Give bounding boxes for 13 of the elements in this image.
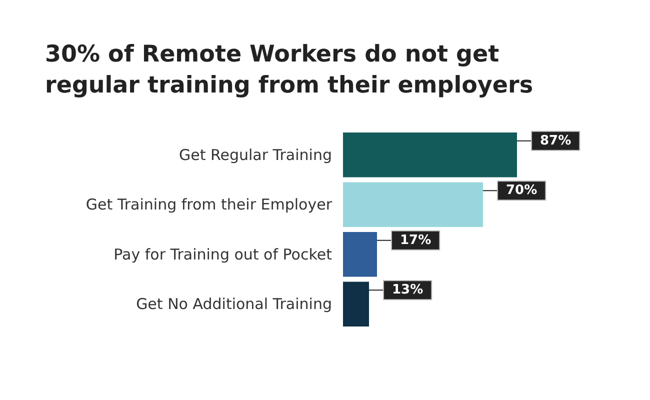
y-tick-label: Get Training from their Employer	[86, 196, 333, 214]
bar	[343, 282, 369, 327]
y-tick-label: Get Regular Training	[179, 146, 332, 164]
bar	[343, 232, 377, 277]
bar	[343, 132, 517, 178]
bar	[343, 182, 483, 228]
data-label: 17%	[400, 232, 432, 248]
data-label: 70%	[506, 183, 538, 198]
data-label: 87%	[540, 133, 572, 148]
chart-title: 30% of Remote Workers do not get regular training from their employers	[45, 42, 534, 98]
y-tick-label: Pay for Training out of Pocket	[114, 245, 332, 264]
data-label: 13%	[392, 282, 424, 298]
y-tick-label: Get No Additional Training	[136, 295, 332, 314]
